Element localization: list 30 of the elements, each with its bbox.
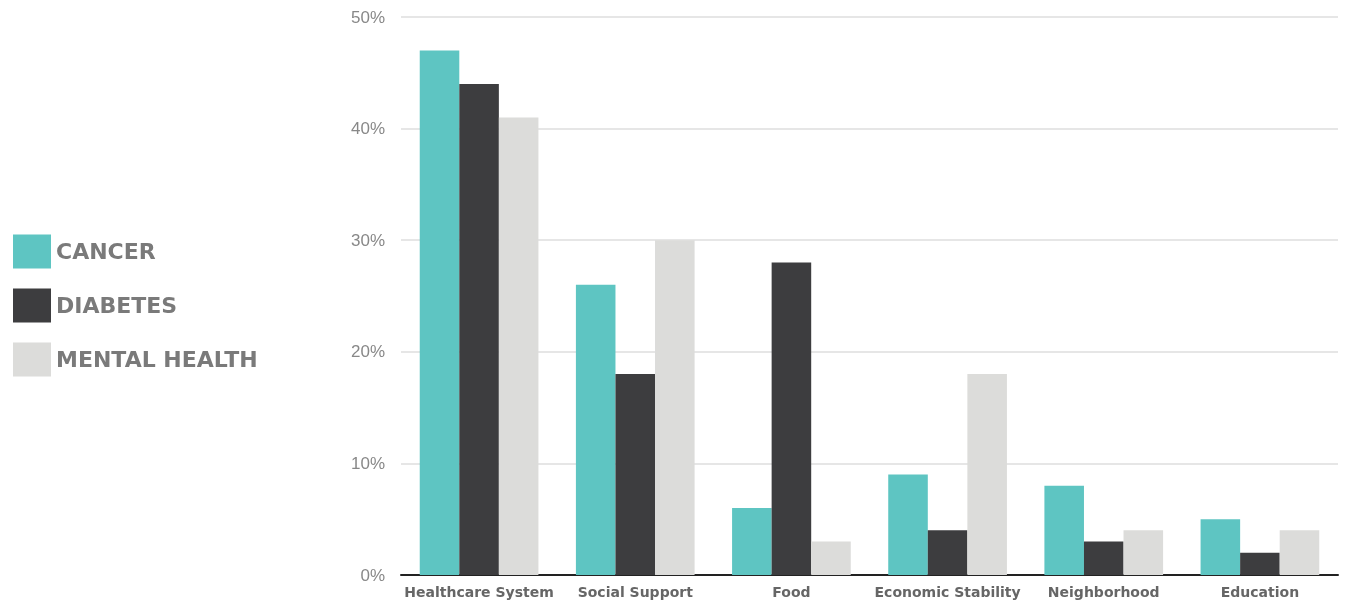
bar (1240, 552, 1280, 575)
x-tick-label: Neighborhood (1047, 584, 1160, 600)
legend-label: MENTAL HEALTH (56, 347, 258, 372)
y-tick-label: 40% (350, 119, 385, 139)
y-tick-label: 50% (350, 7, 385, 27)
x-tick-label: Economic Stability (874, 584, 1021, 600)
y-tick-label: 10% (350, 453, 385, 473)
bar (459, 83, 499, 575)
bar (1044, 485, 1084, 575)
legend-label: DIABETES (56, 293, 178, 318)
bar (927, 530, 968, 575)
bar (575, 284, 616, 575)
y-tick-label: 30% (350, 230, 385, 250)
bar (1279, 530, 1320, 575)
y-tick-label: 20% (350, 342, 385, 362)
bar (1200, 519, 1241, 575)
legend-label: CANCER (56, 239, 156, 264)
bar (615, 374, 656, 575)
bar (771, 262, 812, 575)
bar (1123, 530, 1164, 575)
x-tick-label: Food (772, 584, 811, 600)
bar (419, 50, 460, 575)
y-tick-label: 0% (360, 565, 385, 585)
bar (888, 474, 928, 575)
bar (811, 541, 851, 575)
x-tick-label: Education (1220, 584, 1300, 600)
x-tick-label: Healthcare System (404, 584, 554, 600)
bar (1083, 541, 1124, 575)
bar (732, 508, 772, 575)
x-tick-label: Social Support (577, 584, 694, 600)
